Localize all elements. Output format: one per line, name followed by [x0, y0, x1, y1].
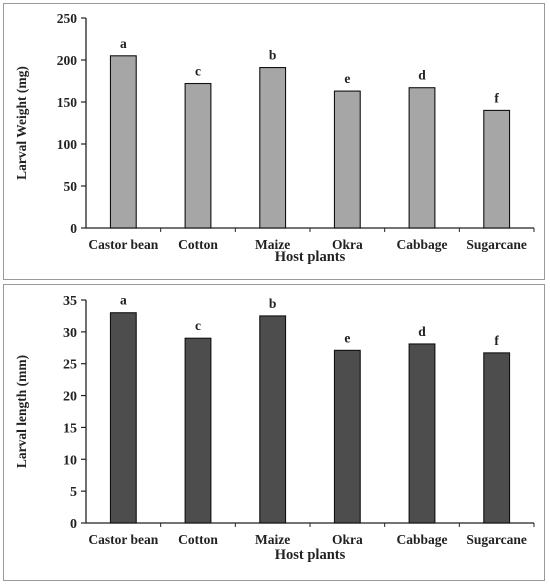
larval-weight-chart: 0 50 100 150 200 250 a Castor bean c Cotton b Maize…	[14, 11, 535, 265]
weight-bar-okra	[333, 90, 361, 229]
weight-category-label: Cotton	[178, 237, 218, 252]
length-y-axis-title: Larval length (mm)	[14, 355, 29, 468]
length-significance-letter: f	[494, 333, 499, 348]
weight-bar-maize	[259, 67, 287, 229]
length-category-label: Cotton	[178, 532, 218, 547]
weight-significance-letter: b	[269, 48, 277, 63]
length-category-label: Castor bean	[88, 532, 158, 547]
weight-category-label: Okra	[332, 237, 363, 252]
length-y-tick-label: 10	[63, 453, 77, 468]
length-category-label: Sugarcane	[466, 532, 527, 547]
weight-significance-letter: f	[494, 90, 499, 105]
length-significance-letter: c	[195, 318, 201, 333]
length-category-label: Okra	[332, 532, 363, 547]
length-bar-castor-bean	[109, 312, 137, 524]
weight-y-tick-label: 200	[57, 53, 78, 68]
length-category-label: Maize	[255, 532, 290, 547]
length-y-tick-label: 20	[63, 390, 77, 405]
length-y-tick-label: 0	[70, 517, 77, 532]
weight-significance-letter: e	[344, 71, 350, 86]
length-significance-letter: d	[418, 324, 426, 339]
length-bar-sugarcane	[483, 352, 511, 524]
weight-y-axis-title: Larval Weight (mg)	[14, 66, 29, 180]
weight-category-label: Maize	[255, 237, 290, 252]
weight-significance-letter: d	[418, 68, 426, 83]
length-x-axis-title: Host plants	[275, 547, 346, 563]
weight-significance-letter: c	[195, 64, 201, 79]
larval-length-chart: 0 5 10 15 20 25 30 35 a Castor bean c Cotton b Maize e…	[14, 293, 535, 563]
length-y-tick-label: 30	[63, 326, 77, 341]
length-bar-cotton	[184, 337, 212, 524]
length-y-tick-label: 35	[63, 294, 77, 309]
weight-bar-cotton	[184, 82, 212, 229]
length-bar-maize	[259, 315, 287, 524]
weight-category-label: Sugarcane	[466, 237, 527, 252]
length-bar-cabbage	[408, 343, 436, 524]
larval-weight-chart-panel: 0 50 100 150 200 250 a Castor bean c Cotton b Maize…	[3, 3, 545, 280]
weight-bar-castor-bean	[109, 55, 137, 229]
length-category-label: Cabbage	[396, 532, 447, 547]
length-y-tick-label: 5	[70, 485, 77, 500]
weight-y-tick-label: 100	[57, 137, 78, 152]
weight-y-tick-label: 0	[70, 221, 77, 236]
length-y-tick-label: 25	[63, 358, 77, 373]
weight-y-tick-label: 250	[57, 11, 78, 26]
weight-category-label: Cabbage	[396, 237, 447, 252]
weight-significance-letter: a	[120, 36, 127, 51]
length-significance-letter: e	[344, 330, 350, 345]
weight-bar-sugarcane	[483, 109, 511, 229]
length-y-tick-label: 15	[63, 421, 77, 436]
weight-category-label: Castor bean	[88, 237, 158, 252]
weight-x-axis-title: Host plants	[275, 249, 346, 265]
length-bar-okra	[333, 349, 361, 524]
weight-bar-cabbage	[408, 87, 436, 229]
larval-length-chart-panel: 0 5 10 15 20 25 30 35 a Castor bean c Cotton b Maize e…	[3, 284, 545, 581]
weight-y-tick-label: 150	[57, 95, 78, 110]
length-significance-letter: a	[120, 293, 127, 308]
weight-y-tick-label: 50	[64, 179, 78, 194]
length-significance-letter: b	[269, 296, 277, 311]
